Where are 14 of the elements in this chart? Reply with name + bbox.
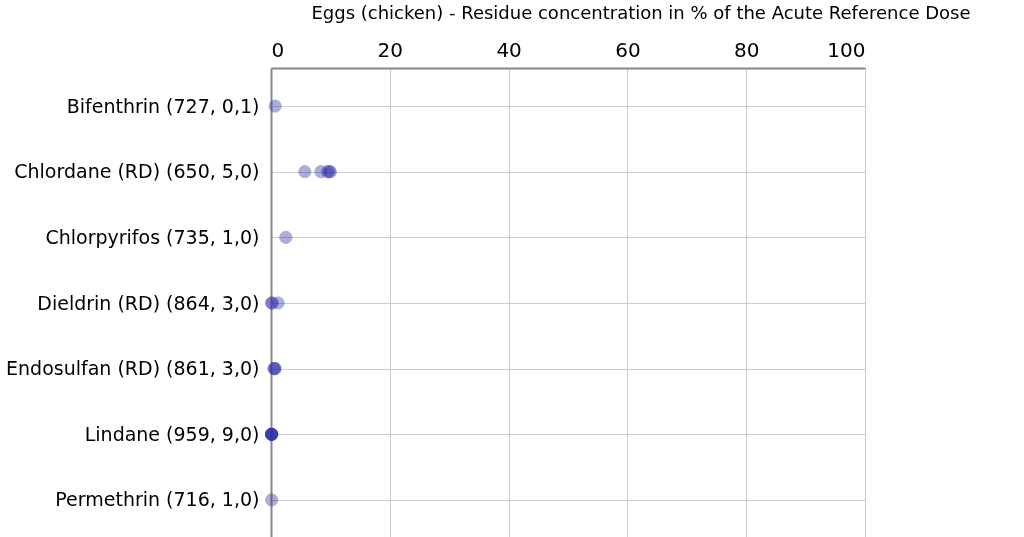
y-tick-label: Dieldrin (RD) (864, 3,0) [37, 291, 260, 314]
y-tick-label: Lindane (959, 9,0) [84, 422, 260, 445]
x-tick-label: 0 [271, 37, 285, 62]
x-tick-label: 20 [377, 37, 404, 62]
x-tick-label: 80 [733, 37, 760, 62]
y-tick-label: Chlordane (RD) (650, 5,0) [14, 160, 260, 183]
y-tick-label: Endosulfan (RD) (861, 3,0) [6, 357, 260, 380]
x-tick-label: 100 [827, 37, 866, 62]
x-axis-title: Eggs (chicken) - Residue concentration in % of the Acute Reference Dose [311, 1, 971, 23]
x-tick-label: 60 [615, 37, 641, 62]
y-tick-label: Chlorpyrifos (735, 1,0) [45, 225, 260, 248]
y-tick-label: Bifenthrin (727, 0,1) [66, 94, 260, 117]
y-tick-label: Permethrin (716, 1,0) [55, 488, 260, 511]
x-tick-label: 40 [496, 37, 522, 62]
